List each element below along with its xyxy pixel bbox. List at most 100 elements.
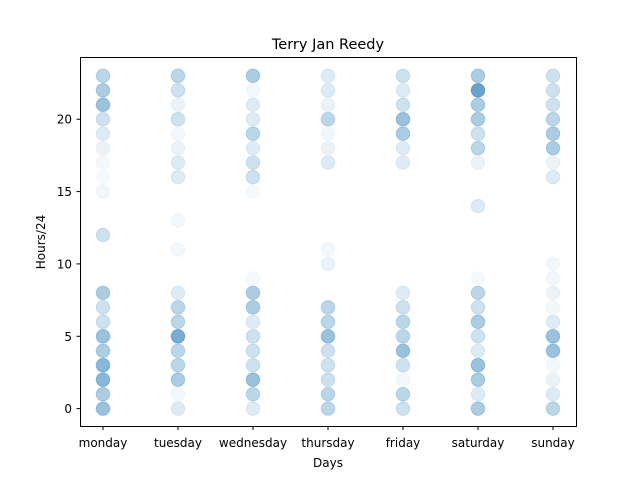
data-point (395, 155, 411, 170)
data-point (320, 242, 336, 257)
data-point (545, 256, 561, 272)
data-point (95, 82, 111, 98)
data-point (470, 343, 486, 359)
data-point (470, 198, 486, 214)
y-tick-label: 0 (64, 402, 72, 416)
data-point (170, 401, 186, 416)
x-tick-label: saturday (452, 436, 505, 450)
data-point (95, 285, 111, 301)
data-point (96, 155, 110, 170)
data-point (470, 140, 486, 156)
data-point (395, 328, 411, 344)
data-point (470, 328, 486, 344)
data-point (545, 126, 561, 141)
data-point (245, 111, 261, 127)
data-point (320, 314, 336, 330)
data-point (395, 68, 411, 84)
data-point (545, 401, 561, 416)
data-point (245, 97, 261, 113)
data-point (170, 213, 186, 228)
data-point (170, 140, 186, 156)
data-point (470, 386, 486, 402)
data-point (95, 328, 111, 344)
data-point (320, 372, 336, 387)
data-point (545, 169, 561, 185)
data-point (95, 357, 111, 373)
chart-title: Terry Jan Reedy (271, 37, 385, 53)
data-point (245, 82, 261, 98)
data-point (395, 300, 411, 315)
data-point (470, 357, 486, 373)
data-point (470, 68, 486, 84)
data-point (170, 357, 186, 373)
data-point (470, 111, 486, 127)
data-point (395, 314, 411, 330)
data-point (320, 300, 336, 315)
x-tick-label: sunday (531, 436, 575, 450)
data-point (170, 386, 186, 402)
data-point (320, 97, 336, 113)
data-point (170, 126, 186, 141)
data-point (471, 271, 485, 286)
data-point (545, 82, 561, 98)
data-point (545, 111, 561, 127)
data-point (470, 401, 486, 416)
data-point (320, 126, 336, 141)
data-point (170, 285, 186, 301)
data-point (246, 184, 260, 199)
data-point (545, 68, 561, 84)
data-point (545, 271, 561, 286)
data-point (170, 328, 186, 344)
data-point (320, 401, 336, 416)
data-point (246, 271, 260, 286)
data-point (545, 155, 561, 170)
data-point (245, 386, 261, 402)
data-point (170, 155, 186, 170)
data-point (95, 401, 111, 416)
x-tick-label: monday (79, 436, 128, 450)
x-axis-label: Days (313, 456, 343, 470)
data-point (245, 343, 261, 359)
data-point (470, 155, 486, 170)
data-point (170, 97, 186, 113)
data-point (245, 372, 261, 387)
data-point (320, 68, 336, 84)
x-tick-label: tuesday (154, 436, 202, 450)
data-point (470, 126, 486, 141)
data-point (245, 328, 261, 344)
data-point (245, 357, 261, 373)
data-point (95, 372, 111, 387)
data-point (545, 314, 561, 330)
data-point (395, 97, 411, 113)
data-point (170, 372, 186, 387)
data-point (95, 343, 111, 359)
data-point (320, 111, 336, 127)
data-point (395, 126, 411, 141)
data-point (470, 300, 486, 315)
data-point (545, 328, 561, 344)
y-tick-label: 20 (57, 113, 72, 127)
data-point (245, 169, 261, 185)
data-point (320, 386, 336, 402)
data-point (95, 68, 111, 84)
y-tick-label: 15 (57, 185, 72, 199)
data-point (245, 68, 261, 84)
data-point (170, 314, 186, 330)
data-point (320, 357, 336, 373)
data-point (395, 372, 411, 387)
y-tick-label: 5 (64, 330, 72, 344)
x-axis: monday tuesday wednesday thursday friday satu… (79, 426, 575, 450)
data-point (95, 300, 111, 315)
data-point (95, 227, 111, 243)
data-point (170, 300, 186, 315)
data-point (395, 140, 411, 156)
data-point (95, 386, 111, 402)
data-point (170, 82, 186, 98)
data-point (170, 169, 186, 185)
data-point (470, 97, 486, 113)
data-point (320, 140, 336, 156)
data-point (395, 386, 411, 402)
data-point (545, 343, 561, 359)
data-point (170, 343, 186, 359)
